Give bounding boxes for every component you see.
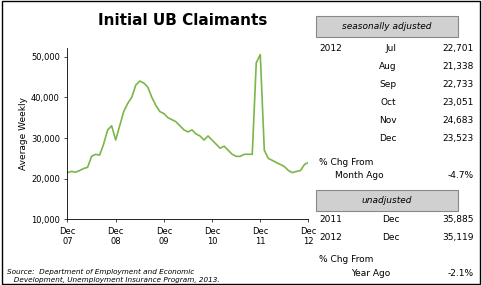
Text: % Chg From: % Chg From bbox=[319, 158, 374, 167]
Text: Month Ago: Month Ago bbox=[335, 171, 384, 180]
Text: Aug: Aug bbox=[379, 62, 396, 71]
Text: Sep: Sep bbox=[379, 80, 396, 89]
Text: 24,683: 24,683 bbox=[442, 116, 474, 125]
Text: -4.7%: -4.7% bbox=[448, 171, 474, 180]
Text: Dec: Dec bbox=[379, 134, 396, 143]
Text: 21,338: 21,338 bbox=[442, 62, 474, 71]
Text: 23,523: 23,523 bbox=[442, 134, 474, 143]
Text: 35,885: 35,885 bbox=[442, 215, 474, 225]
Text: 22,701: 22,701 bbox=[442, 44, 474, 53]
Text: 2012: 2012 bbox=[319, 44, 342, 53]
Text: Nov: Nov bbox=[379, 116, 396, 125]
Text: 2011: 2011 bbox=[319, 215, 342, 225]
Text: Source:  Department of Employment and Economic
   Development, Unemployment Insu: Source: Department of Employment and Eco… bbox=[7, 269, 220, 282]
Text: unadjusted: unadjusted bbox=[362, 196, 412, 205]
Text: Jul: Jul bbox=[386, 44, 396, 53]
Text: 22,733: 22,733 bbox=[442, 80, 474, 89]
Text: % Chg From: % Chg From bbox=[319, 255, 374, 264]
Text: Oct: Oct bbox=[381, 98, 396, 107]
Text: Year Ago: Year Ago bbox=[351, 269, 390, 278]
Text: 2012: 2012 bbox=[319, 233, 342, 242]
Text: Dec: Dec bbox=[382, 233, 400, 242]
Text: seasonally adjusted: seasonally adjusted bbox=[342, 22, 431, 31]
Text: Dec: Dec bbox=[382, 215, 400, 225]
Text: 23,051: 23,051 bbox=[442, 98, 474, 107]
Y-axis label: Average Weekly: Average Weekly bbox=[19, 97, 28, 170]
Text: -2.1%: -2.1% bbox=[448, 269, 474, 278]
Text: Initial UB Claimants: Initial UB Claimants bbox=[98, 13, 268, 28]
Text: 35,119: 35,119 bbox=[442, 233, 474, 242]
